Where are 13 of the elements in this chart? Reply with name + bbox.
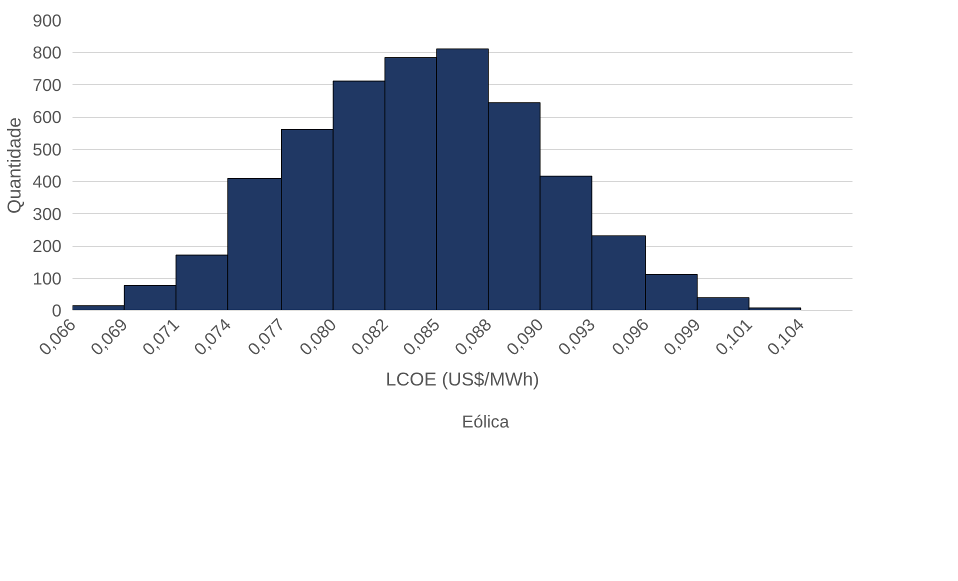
y-tick-label: 600 xyxy=(32,107,62,128)
y-tick-label: 200 xyxy=(32,236,62,256)
y-tick-label: 300 xyxy=(32,204,62,224)
y-tick-label: 500 xyxy=(32,139,62,160)
y-tick-label: 400 xyxy=(32,172,62,192)
y-tick-label: 0 xyxy=(52,300,62,320)
y-tick-label: 100 xyxy=(32,268,62,288)
text: Eólica xyxy=(462,412,510,432)
y-tick-label: 800 xyxy=(32,42,62,63)
y-tick-label: 900 xyxy=(32,10,62,30)
y-axis-title: Quantidade xyxy=(4,117,25,214)
y-tick-label: 700 xyxy=(32,74,62,95)
x-axis-title: LCOE (US$/MWh) xyxy=(386,368,540,390)
